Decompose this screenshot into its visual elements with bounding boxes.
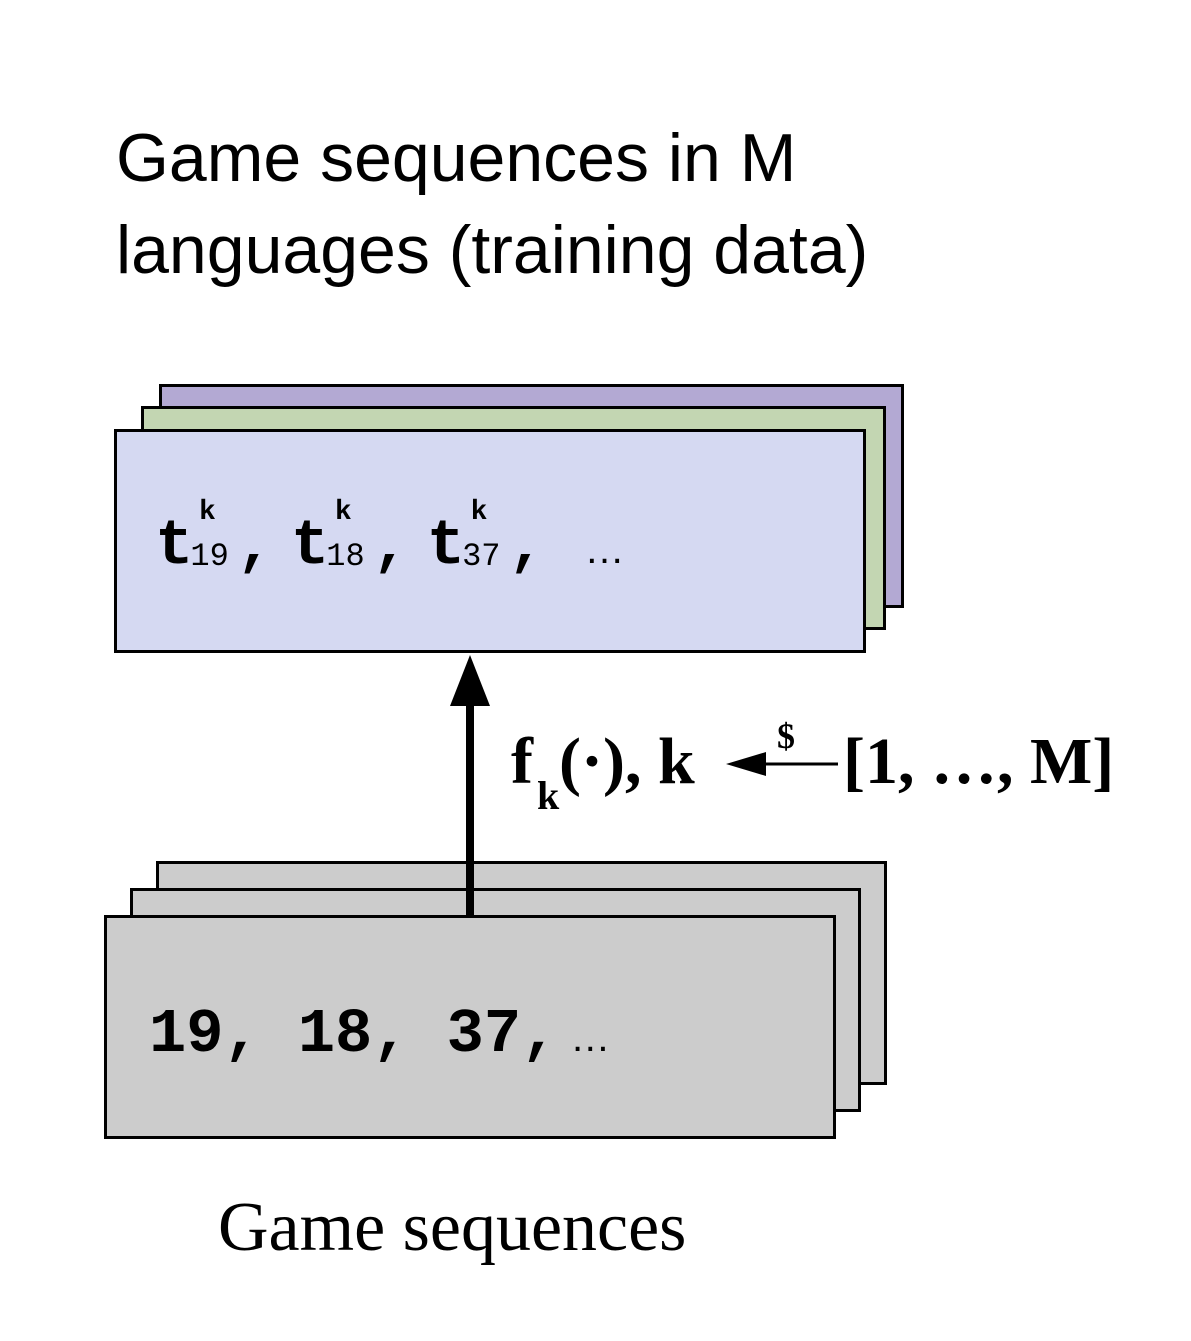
ellipsis: …	[584, 528, 625, 572]
token-subscript: 18	[326, 538, 365, 575]
title-line-2: languages (training data)	[116, 212, 869, 288]
separator: ,	[372, 514, 409, 582]
token-3: t k 37	[427, 499, 501, 589]
function-arguments: (·), k	[558, 725, 695, 798]
separator: ,	[508, 514, 545, 582]
token-subscript: 37	[462, 538, 501, 575]
title-line-1: Game sequences in M	[116, 120, 797, 196]
function-symbol: f	[511, 725, 533, 798]
token-1: t k 19	[155, 499, 229, 589]
language-card-front: t k 19, t k 18, t k 37,…	[114, 429, 866, 653]
token-subscript: 19	[190, 538, 229, 575]
random-draw-symbol: $	[777, 716, 795, 756]
game-sequence: 19, 18, 37,…	[149, 1000, 610, 1073]
token-superscript: k	[470, 497, 488, 528]
token-superscript: k	[199, 497, 216, 528]
token-superscript: k	[334, 497, 352, 528]
mapping-function: f (·), k	[511, 722, 695, 802]
token-symbol: t	[155, 511, 194, 583]
token-symbol: t	[290, 511, 330, 583]
game-sequence-text: 19, 18, 37,	[149, 999, 559, 1070]
token-symbol: t	[426, 511, 466, 583]
diagram-title: Game sequences in M languages (training …	[116, 112, 868, 296]
draw-arrow-head	[726, 752, 766, 776]
function-subscript: k	[537, 773, 560, 818]
language-range: [1, …, M]	[843, 725, 1115, 798]
translated-sequence: t k 19, t k 18, t k 37,…	[155, 499, 625, 589]
game-card-front: 19, 18, 37,…	[104, 915, 836, 1139]
token-2: t k 18	[291, 499, 365, 589]
ellipsis: …	[570, 1016, 611, 1060]
bottom-caption: Game sequences	[218, 1189, 687, 1266]
separator: ,	[236, 514, 273, 582]
up-arrow-head	[450, 655, 490, 706]
